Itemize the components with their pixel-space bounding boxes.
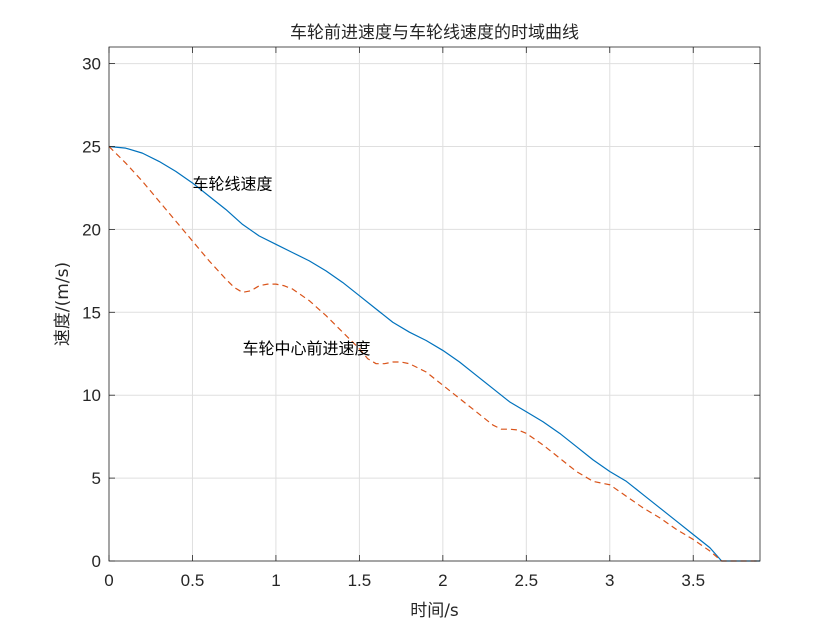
series-line-1 <box>108 145 760 562</box>
y-tick-label: 15 <box>82 303 101 322</box>
y-tick-label: 25 <box>82 137 101 156</box>
x-tick-label: 0 <box>104 571 113 590</box>
y-tick-label: 10 <box>82 386 101 405</box>
plot-background <box>109 47 760 561</box>
plot-frame <box>108 46 761 562</box>
x-tick-label: 3.5 <box>681 571 705 590</box>
y-tick-label: 0 <box>92 552 101 571</box>
y-tick-label: 5 <box>92 469 101 488</box>
chart-title: 车轮前进速度与车轮线速度的时域曲线 <box>290 23 579 43</box>
annotation-label-1: 车轮线速度 <box>192 175 272 194</box>
x-tick-label: 1.5 <box>348 571 372 590</box>
y-tick-label: 20 <box>82 220 101 239</box>
grid <box>108 47 760 562</box>
x-tick-label: 2.5 <box>514 571 538 590</box>
annotation-label-2: 车轮中心前进速度 <box>243 339 371 358</box>
x-tick-label: 3 <box>605 571 614 590</box>
x-tick-label: 2 <box>438 571 447 590</box>
y-axis-label: 速度/(m/s) <box>53 262 73 346</box>
x-tick-label: 0.5 <box>181 571 205 590</box>
ticks-group: 0 0.5 1 1.5 2 2.5 3 3.5 0 5 10 15 20 25 30 <box>82 47 760 590</box>
series-group <box>108 145 760 562</box>
x-tick-label: 1 <box>271 571 280 590</box>
y-tick-label: 30 <box>82 55 101 74</box>
series-line-2 <box>108 146 760 562</box>
x-axis-label: 时间/s <box>410 601 459 621</box>
